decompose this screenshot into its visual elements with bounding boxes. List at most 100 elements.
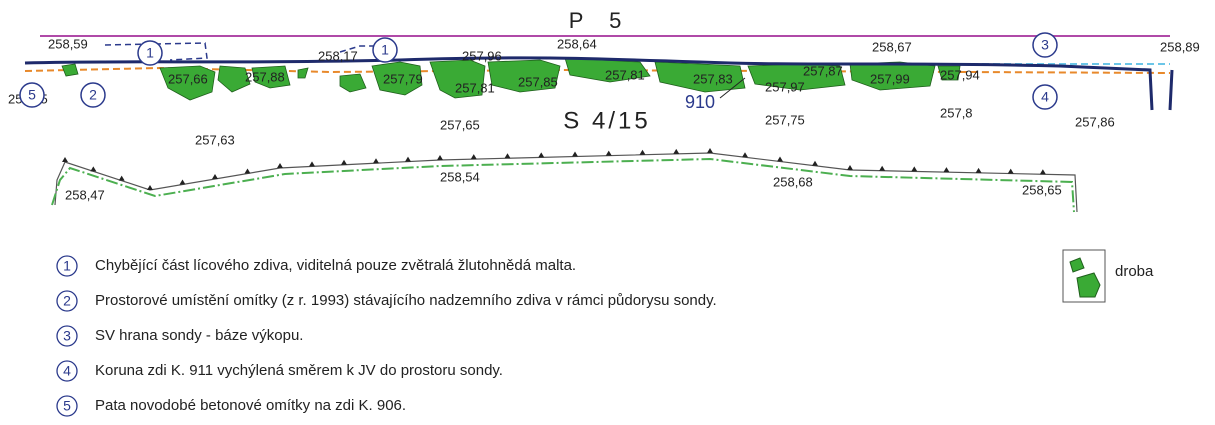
tick [911,166,918,172]
wall-label: 910 [685,92,715,112]
elevation: 257,99 [870,71,910,86]
stone [371,61,423,96]
elevation: 257,88 [245,69,285,84]
legend-circle [56,325,78,347]
callout-circle [1032,32,1058,58]
tick [847,165,853,170]
tick [673,148,680,154]
callout-number: 3 [1041,37,1049,53]
elevation: 258,17 [318,48,358,63]
stone [61,63,79,77]
elevation: 257,97 [765,79,805,94]
stone [217,65,251,93]
tick [373,158,379,164]
stone [297,67,309,79]
callout-number: 1 [146,45,154,61]
trench-base [51,157,1075,213]
elevation: 257,86 [1075,114,1115,129]
stone [251,65,291,89]
tick [277,163,283,168]
tick [943,167,950,173]
tick [777,156,783,162]
tick [639,149,646,155]
elevation: 258,67 [872,39,912,54]
tick [179,179,186,185]
tick [605,150,612,156]
key-stone [1069,257,1085,273]
elevation: 257,65 [440,117,480,132]
tick [341,159,347,165]
elevation: 257,87 [803,63,843,78]
callout-number: 5 [28,87,36,103]
key-label: droba [1115,263,1154,280]
elevation: 258,65 [1022,182,1062,197]
elevation: 257,75 [765,112,805,127]
legend-number: 2 [63,293,71,309]
key-stone [1076,272,1101,298]
elevation: 257,96 [462,48,502,63]
tick [62,157,68,162]
tick [118,175,125,181]
tick [879,165,886,171]
legend-text: Prostorové umístění omítky (z r. 1993) s… [95,292,717,309]
elevation: 258,68 [773,174,813,189]
elevation: 258,59 [48,36,88,51]
tick [538,152,545,158]
elevation: 257,8 [940,105,973,120]
tick [147,185,153,190]
tick [90,166,97,172]
callout-number: 4 [1041,89,1049,105]
tick [742,152,748,158]
callout-circle [137,40,163,66]
callout-circle [1032,84,1058,110]
trench-outline [54,152,1078,213]
callout-circle [372,37,398,63]
legend-text: Koruna zdi K. 911 vychýlená směrem k JV … [95,362,503,379]
elevation: 257,81 [605,67,645,82]
tick [572,151,578,157]
callout-number: 1 [381,42,389,58]
legend-number: 3 [63,328,71,344]
legend-circle [56,360,78,382]
profile-title: P 5 [569,8,632,33]
callout-circle [80,82,106,108]
tick [812,160,818,166]
legend-circle [56,395,78,417]
tick [470,154,477,160]
stone [429,59,486,99]
elevation: 257,94 [940,67,980,82]
stone [937,65,961,81]
stone [654,61,746,93]
elevation: 257,66 [168,71,208,86]
wall-line [24,56,1174,111]
tick [437,155,443,160]
legend-text: Pata novodobé betonové omítky na zdi K. … [95,397,406,414]
tick [309,161,315,167]
tick [244,168,251,174]
elevation: 258,64 [557,36,597,51]
elevation: 257,85 [518,74,558,89]
ticks [62,148,1046,190]
leader [719,77,746,99]
callout-number: 2 [89,87,97,103]
tick [405,156,411,162]
legend-text: SV hrana sondy - báze výkopu. [95,327,303,344]
legend-circle [56,255,78,277]
elevation: 257,81 [455,80,495,95]
key-box [1062,249,1106,303]
tick [1007,168,1014,174]
tick [975,167,982,173]
legend-number: 1 [63,258,71,274]
stone [159,65,216,101]
elevation: 257,83 [693,71,733,86]
tick [504,153,511,159]
elevation: 257,79 [383,71,423,86]
elevation: 258,47 [65,187,105,202]
legend-circle [56,290,78,312]
tick [1039,169,1046,175]
stone [487,59,561,93]
stones [61,57,961,101]
section-label: S 4/15 [563,107,650,134]
tick [707,148,713,153]
